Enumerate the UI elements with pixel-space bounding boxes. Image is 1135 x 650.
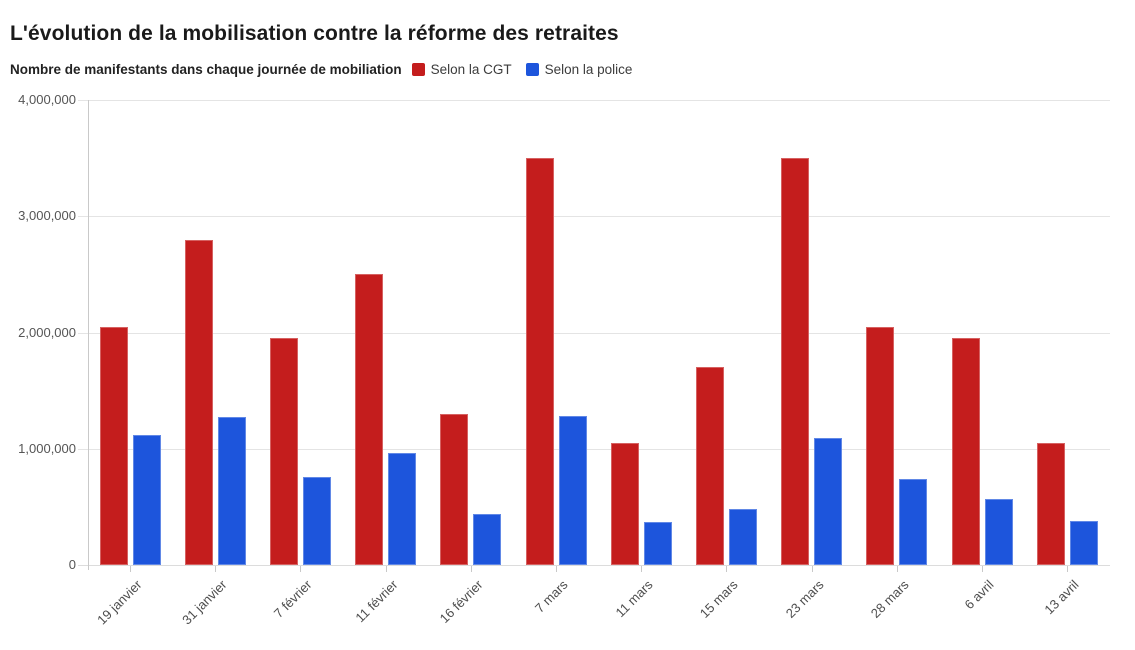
bar-police-23-mars: [814, 438, 843, 565]
bar-police-7-mars: [558, 416, 587, 565]
x-axis-tick: [896, 566, 898, 572]
bar-police-16-février: [473, 513, 502, 565]
gridline: [78, 100, 1110, 101]
gridline: [78, 448, 1110, 450]
bar-cgt-11-février: [355, 274, 384, 565]
bar-police-7-février: [302, 476, 331, 565]
x-axis-tick: [811, 566, 813, 572]
x-axis-tick: [556, 566, 557, 572]
y-axis-label: 0: [68, 557, 76, 572]
x-axis-label: 19 janvier: [94, 577, 145, 628]
chart-subheader: Nombre de manifestants dans chaque journ…: [10, 62, 632, 77]
y-axis-line: [88, 100, 89, 570]
x-axis-label: 11 mars: [612, 577, 656, 621]
gridline: [78, 216, 1110, 218]
x-axis-label: 6 avril: [961, 577, 997, 613]
bar-cgt-11-mars: [610, 442, 639, 565]
legend-item-cgt: Selon la CGT: [411, 62, 512, 77]
x-axis-label: 7 mars: [531, 577, 571, 616]
legend-cgt-swatch-icon: [411, 63, 425, 76]
x-axis-label: 23 mars: [782, 577, 827, 621]
bar-police-13-avril: [1069, 520, 1098, 565]
x-axis-tick: [1067, 566, 1069, 572]
bar-cgt-6-avril: [951, 338, 980, 565]
legend-item-police: Selon la police: [525, 62, 633, 77]
bar-police-11-février: [388, 453, 417, 565]
bar-police-28-mars: [899, 478, 928, 565]
bar-cgt-23-mars: [781, 158, 810, 565]
x-axis-tick: [385, 566, 387, 572]
bar-police-19-janvier: [132, 434, 161, 565]
x-axis-tick: [215, 566, 217, 572]
y-axis-label: 1,000,000: [18, 440, 76, 456]
x-axis-label: 15 mars: [697, 577, 741, 621]
gridline: [78, 332, 1110, 334]
x-axis-label: 28 mars: [867, 577, 912, 621]
x-axis-tick: [300, 566, 302, 572]
bar-cgt-16-février: [440, 413, 469, 565]
bar-police-6-avril: [984, 498, 1013, 565]
legend-police-swatch-icon: [525, 63, 539, 76]
x-axis-tick: [470, 566, 472, 572]
bar-cgt-31-janvier: [184, 239, 213, 565]
chart-subtitle: Nombre de manifestants dans chaque journ…: [10, 62, 402, 77]
bar-cgt-7-mars: [525, 158, 554, 565]
x-axis-label: 7 février: [271, 577, 315, 621]
x-axis-tick: [641, 566, 643, 572]
y-axis-label: 3,000,000: [18, 208, 76, 224]
x-axis-tick: [726, 566, 728, 572]
bar-cgt-19-janvier: [99, 326, 128, 565]
bar-cgt-28-mars: [866, 326, 895, 565]
x-axis-label: 31 janvier: [179, 577, 230, 628]
legend-cgt-label: Selon la CGT: [430, 62, 512, 77]
bar-cgt-15-mars: [695, 367, 724, 565]
legend: Selon la CGT Selon la police: [411, 62, 633, 77]
x-axis-label: 16 février: [436, 577, 486, 626]
y-axis-label: 2,000,000: [18, 324, 76, 340]
page-title: L'évolution de la mobilisation contre la…: [10, 22, 619, 46]
bar-police-31-janvier: [217, 417, 246, 565]
bar-cgt-13-avril: [1036, 442, 1065, 565]
x-axis-label: 13 avril: [1041, 577, 1082, 618]
x-axis-tick: [982, 566, 983, 572]
legend-police-label: Selon la police: [544, 62, 633, 77]
y-axis-label: 4,000,000: [18, 92, 76, 107]
gridline: [78, 565, 1110, 566]
x-axis-tick: [130, 566, 131, 572]
x-axis-label: 11 février: [351, 577, 401, 626]
bar-police-11-mars: [643, 521, 672, 565]
bar-cgt-7-février: [269, 338, 298, 565]
bar-police-15-mars: [728, 509, 757, 565]
